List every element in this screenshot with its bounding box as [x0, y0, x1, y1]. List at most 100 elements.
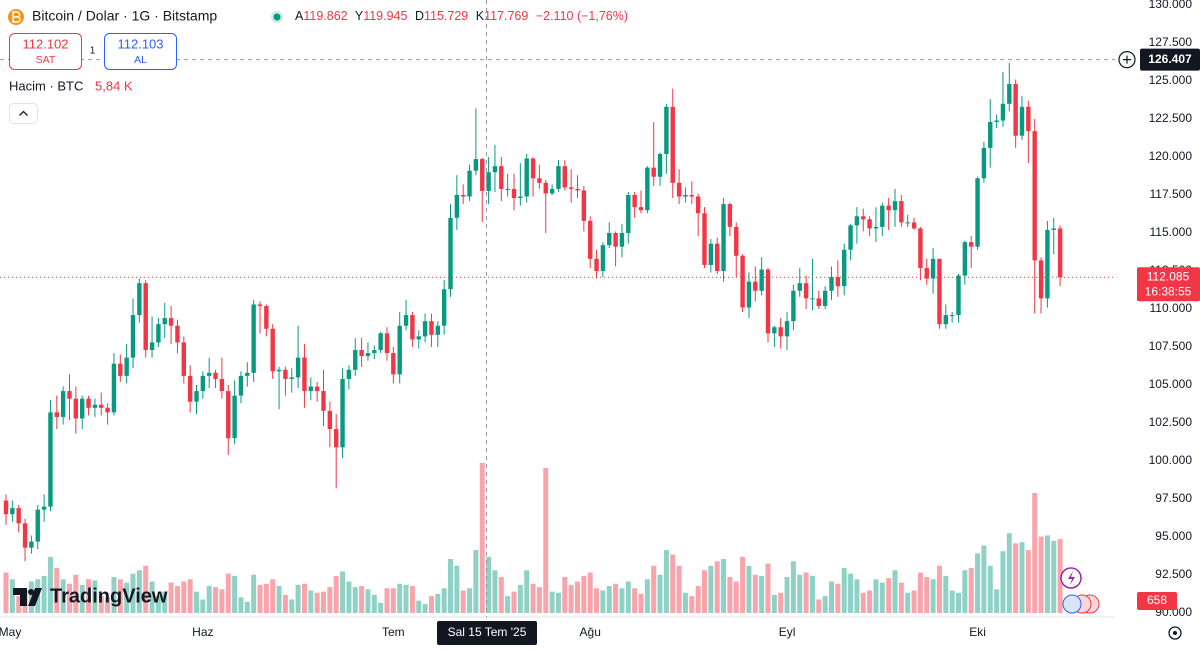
- volume-bar: [632, 588, 638, 613]
- volume-bar: [263, 583, 269, 613]
- market-status-dot: [273, 13, 281, 21]
- candle-body: [676, 182, 682, 197]
- event-icon[interactable]: [1062, 594, 1082, 614]
- candle-body: [645, 167, 650, 211]
- volume-bar: [644, 579, 650, 613]
- volume-bar: [727, 577, 733, 613]
- volume-bar: [898, 582, 904, 613]
- volume-bar: [47, 556, 53, 613]
- candle-body: [810, 298, 815, 300]
- candle-body: [835, 277, 841, 287]
- volume-bar: [276, 586, 282, 613]
- volume-bar: [797, 574, 803, 613]
- y-tick-label: 120.000: [1149, 149, 1193, 163]
- volume-bar: [587, 572, 593, 613]
- candle-body: [302, 357, 307, 392]
- volume-bar: [924, 577, 930, 613]
- volume-bar: [657, 574, 663, 613]
- candle-body: [422, 321, 428, 337]
- candle-body: [886, 205, 891, 211]
- volume-bar: [352, 587, 358, 613]
- volume-bar: [340, 571, 346, 613]
- volume-bar: [682, 592, 688, 613]
- candle-body: [200, 375, 206, 392]
- candle-layer: [3, 62, 1063, 562]
- volume-bar: [613, 583, 619, 613]
- volume-bar: [86, 579, 92, 613]
- volume-bar: [92, 580, 98, 613]
- candle-body: [822, 290, 828, 306]
- volume-bar: [968, 568, 974, 613]
- volume-bar: [695, 586, 701, 613]
- legend-value: 119.945: [363, 9, 407, 23]
- countdown-label: 16:38:55: [1145, 284, 1192, 298]
- candle-body: [441, 289, 447, 326]
- symbol-title[interactable]: Bitcoin / Dolar · 1G · Bitstamp: [32, 8, 217, 24]
- volume-bar: [809, 575, 815, 613]
- candle-body: [10, 508, 15, 515]
- volume-bar: [803, 572, 809, 613]
- candle-body: [321, 391, 326, 411]
- candle-body: [981, 147, 987, 179]
- volume-indicator-label: Hacim · BTC: [9, 78, 83, 93]
- y-tick-label: 97.500: [1155, 491, 1192, 505]
- x-tick-label: Eyl: [779, 625, 796, 639]
- candle-body: [473, 159, 479, 171]
- volume-bar: [905, 592, 911, 613]
- y-tick-label: 95.000: [1155, 529, 1192, 543]
- volume-bar: [517, 584, 523, 613]
- volume-bar: [397, 583, 403, 613]
- candle-body: [937, 258, 942, 325]
- candle-body: [721, 204, 726, 271]
- order-quantity[interactable]: 1: [90, 46, 96, 57]
- candle-body: [930, 258, 936, 279]
- crosshair-date-label: Sal 15 Tem '25: [448, 625, 527, 639]
- collapse-button[interactable]: [9, 103, 38, 124]
- volume-bar: [219, 589, 225, 613]
- candle-body: [562, 166, 567, 188]
- candle-body: [346, 369, 352, 379]
- candle-body: [67, 391, 72, 399]
- volume-bar: [676, 565, 682, 613]
- candle-body: [956, 275, 961, 316]
- axis-layer: 90.00092.50095.00097.500100.000102.50010…: [0, 0, 1192, 639]
- volume-bar: [581, 575, 587, 613]
- volume-bar: [162, 591, 168, 613]
- candle-body: [588, 220, 593, 259]
- volume-bar: [467, 588, 473, 613]
- buy-price: 112.103: [117, 36, 163, 51]
- candle-body: [727, 204, 733, 227]
- volume-bar: [460, 590, 466, 613]
- candle-body: [918, 228, 923, 268]
- settings-icon[interactable]: [1168, 626, 1182, 640]
- y-tick-label: 102.500: [1149, 415, 1193, 429]
- sell-button[interactable]: [9, 33, 82, 70]
- candle-body: [657, 153, 663, 177]
- candle-body: [600, 245, 606, 271]
- candle-body: [740, 255, 745, 308]
- candle-body: [511, 188, 517, 199]
- x-tick-label: Tem: [382, 625, 405, 639]
- candle-body: [695, 196, 701, 214]
- candle-body: [715, 243, 720, 271]
- volume-bar: [251, 574, 257, 613]
- candle-body: [899, 201, 904, 223]
- volume-bar: [879, 582, 885, 613]
- candle-body: [334, 429, 339, 448]
- candle-body: [784, 321, 790, 337]
- candle-body: [670, 106, 675, 183]
- volume-bar: [16, 596, 22, 613]
- sell-label: SAT: [36, 54, 56, 66]
- volume-bar: [454, 565, 460, 613]
- alert-glyph: [1068, 571, 1075, 585]
- buy-button[interactable]: [104, 33, 177, 70]
- volume-bar: [568, 584, 574, 613]
- candle-body: [518, 196, 523, 199]
- candle-body: [29, 541, 34, 548]
- legend-value: 117.769: [484, 9, 528, 23]
- volume-bar: [314, 592, 320, 613]
- candle-body: [905, 222, 910, 224]
- volume-bar: [740, 556, 746, 613]
- volume-bar: [79, 584, 85, 613]
